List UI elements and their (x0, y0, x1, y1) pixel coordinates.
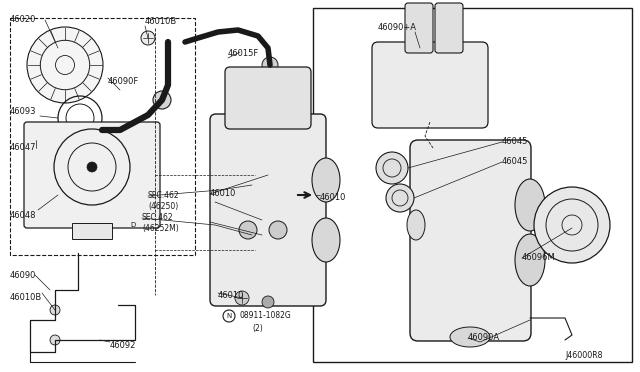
Circle shape (50, 305, 60, 315)
Bar (72, 223, 112, 239)
Text: 46090F: 46090F (108, 77, 140, 87)
Circle shape (376, 152, 408, 184)
FancyBboxPatch shape (372, 42, 488, 128)
FancyBboxPatch shape (435, 3, 463, 53)
Circle shape (262, 57, 278, 73)
Ellipse shape (515, 179, 545, 231)
Text: 46093: 46093 (10, 108, 36, 116)
Text: J46000R8: J46000R8 (565, 352, 602, 360)
FancyBboxPatch shape (405, 3, 433, 53)
Circle shape (262, 296, 274, 308)
Text: SEC.462: SEC.462 (148, 192, 180, 201)
Text: 46010B: 46010B (145, 17, 177, 26)
Circle shape (141, 31, 155, 45)
Text: (46252M): (46252M) (142, 224, 179, 234)
Circle shape (27, 27, 103, 103)
Circle shape (239, 221, 257, 239)
Circle shape (269, 221, 287, 239)
Circle shape (50, 335, 60, 345)
Circle shape (386, 184, 414, 212)
Circle shape (153, 91, 171, 109)
Text: 46092: 46092 (110, 340, 136, 350)
Text: 46045: 46045 (502, 138, 529, 147)
Text: 46015F: 46015F (228, 49, 259, 58)
FancyBboxPatch shape (24, 122, 160, 228)
Text: 46010B: 46010B (10, 294, 42, 302)
Text: 46048: 46048 (10, 211, 36, 219)
Text: (46250): (46250) (148, 202, 179, 212)
Ellipse shape (312, 158, 340, 202)
Text: (2): (2) (252, 324, 263, 333)
FancyBboxPatch shape (225, 67, 311, 129)
Text: 46020: 46020 (10, 16, 36, 25)
Circle shape (87, 162, 97, 172)
Ellipse shape (450, 327, 490, 347)
Ellipse shape (27, 159, 45, 165)
Ellipse shape (407, 210, 425, 240)
Ellipse shape (27, 131, 45, 137)
Text: 46045: 46045 (502, 157, 529, 167)
Bar (10, 18, 195, 255)
Text: D: D (130, 222, 135, 228)
Text: 46096M: 46096M (522, 253, 556, 263)
Ellipse shape (312, 218, 340, 262)
Text: 46010: 46010 (320, 193, 346, 202)
Text: 46090+A: 46090+A (378, 23, 417, 32)
Bar (27, 134, 45, 162)
FancyBboxPatch shape (210, 114, 326, 306)
FancyBboxPatch shape (410, 140, 531, 341)
Ellipse shape (515, 234, 545, 286)
Bar (313, 8, 632, 362)
Text: 46047: 46047 (10, 144, 36, 153)
Text: 46010: 46010 (218, 291, 244, 299)
Circle shape (534, 187, 610, 263)
Text: 46090: 46090 (10, 270, 36, 279)
Text: 46090A: 46090A (468, 334, 500, 343)
Text: N: N (227, 313, 232, 319)
Text: 08911-1082G: 08911-1082G (240, 311, 292, 321)
Circle shape (235, 291, 249, 305)
Text: SEC.462: SEC.462 (142, 214, 173, 222)
Text: 46010: 46010 (210, 189, 236, 199)
